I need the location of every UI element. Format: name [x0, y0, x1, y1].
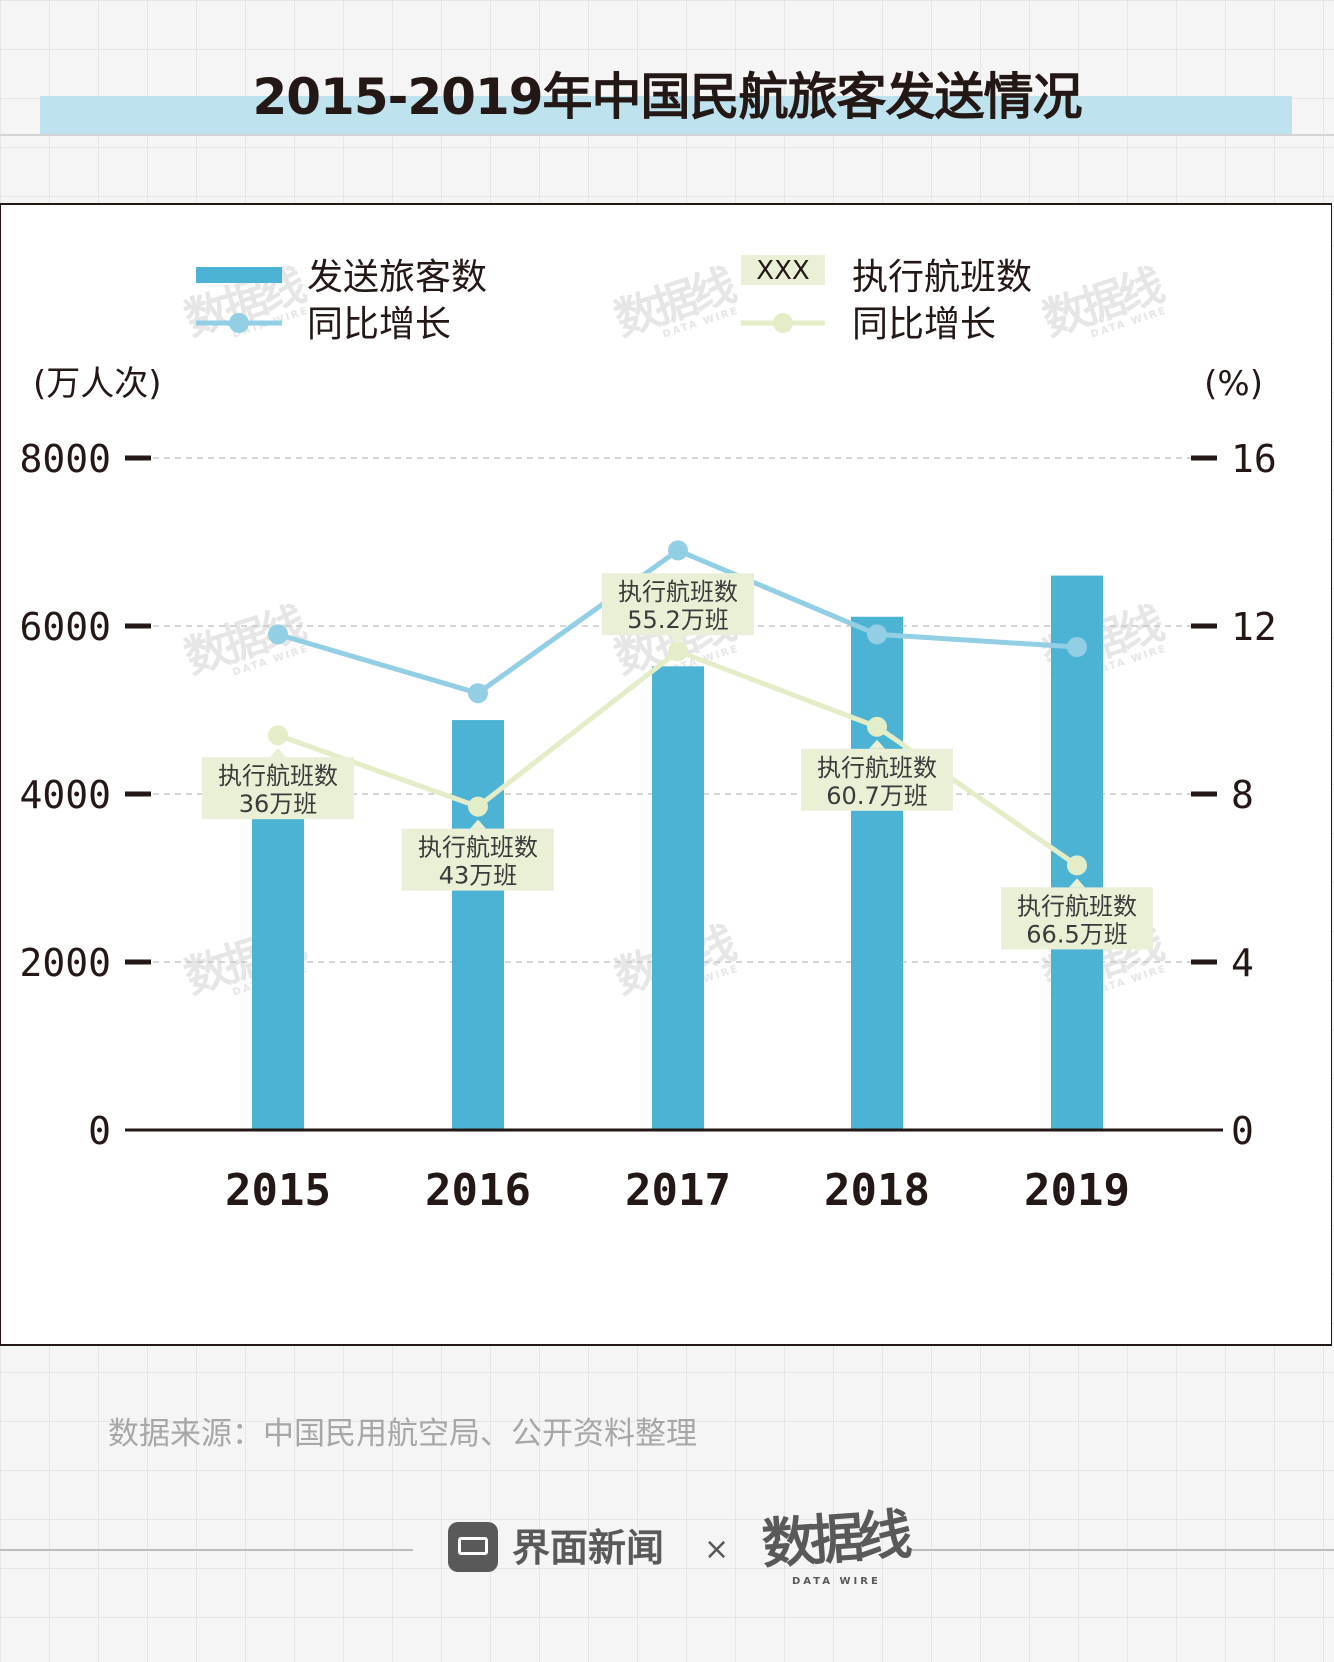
flight-label-value: 66.5万班	[1026, 920, 1127, 948]
flight-label-title: 执行航班数	[418, 834, 538, 862]
chart-title: 2015-2019年中国民航旅客发送情况	[252, 68, 1082, 126]
passenger-growth-point-2016	[468, 683, 488, 704]
legend-passenger-growth: 同比增长	[307, 304, 451, 345]
passenger-growth-point-2019	[1067, 637, 1087, 657]
flight-growth-point-2016	[468, 796, 488, 817]
right-tick-label: 16	[1231, 437, 1277, 481]
flight-label-box	[602, 573, 754, 636]
right-tick-label: 8	[1231, 773, 1254, 817]
flight-label-title: 执行航班数	[817, 754, 937, 782]
right-tick-label: 12	[1231, 605, 1277, 649]
flight-growth-point-2015	[268, 725, 288, 746]
flight-label-box	[202, 757, 354, 820]
legend-bar-swatch	[196, 267, 282, 283]
legend-flight-label-swatch	[741, 255, 825, 285]
bar-2016	[452, 720, 504, 1130]
title-rule	[0, 134, 1334, 136]
partner-logo: 数据线	[759, 1503, 908, 1576]
label-pointer	[470, 819, 486, 829]
x-tick-label: 2016	[425, 1165, 531, 1216]
right-tick-label: 4	[1231, 941, 1254, 985]
left-tick-label: 0	[88, 1109, 111, 1153]
passenger-growth-point-2017	[668, 540, 688, 561]
chart-panel: 数据线 DATA WIRE 数据线 DATA WIRE 数据线 DATA WIRE 数…	[0, 203, 1332, 1346]
right-axis-unit: (%)	[1204, 364, 1263, 404]
footer-rule-left	[0, 1549, 413, 1551]
label-pointer	[270, 748, 286, 758]
bar-2015	[252, 763, 304, 1130]
left-axis-unit: (万人次)	[33, 364, 162, 404]
x-tick-label: 2015	[225, 1165, 331, 1216]
left-tick-label: 8000	[19, 437, 111, 481]
legend-passengers: 发送旅客数	[307, 257, 487, 298]
flight-label-title: 执行航班数	[1017, 892, 1137, 920]
label-pointer	[670, 635, 686, 645]
passenger-growth-point-2018	[867, 624, 887, 645]
flight-label-box	[402, 828, 554, 891]
bar-2017	[652, 666, 704, 1130]
flight-label-box	[1001, 887, 1153, 950]
flight-label-value: 55.2万班	[627, 606, 728, 634]
label-pointer	[1069, 878, 1085, 888]
x-tick-labels: 2015 2016 2017 2018 2019	[225, 1165, 1130, 1216]
brand-separator: ×	[704, 1532, 730, 1567]
flight-growth-point-2019	[1067, 855, 1087, 876]
passenger-growth-point-2015	[268, 624, 288, 645]
title-highlight-band	[40, 96, 1292, 134]
footer-rule-right	[911, 1549, 1334, 1551]
legend-flight-growth: 同比增长	[852, 304, 996, 345]
x-tick-label: 2019	[1024, 1165, 1130, 1216]
flight-growth-point-2017	[668, 641, 688, 662]
legend-flights: 执行航班数	[852, 257, 1032, 298]
bar-2018	[851, 616, 903, 1130]
bars	[252, 575, 1103, 1130]
flight-label-box	[801, 748, 953, 811]
source-note: 数据来源：中国民用航空局、公开资料整理	[108, 1416, 697, 1452]
flight-growth-point-2018	[867, 716, 887, 737]
flight-label-value: 43万班	[439, 862, 518, 890]
left-tick-label: 6000	[19, 605, 111, 649]
x-tick-label: 2018	[824, 1165, 930, 1216]
flight-labels: 执行航班数36万班执行航班数43万班执行航班数55.2万班执行航班数60.7万班…	[202, 573, 1153, 950]
legend-passenger-marker	[229, 313, 249, 333]
flight-label-title: 执行航班数	[618, 578, 738, 606]
left-tick-label: 2000	[19, 941, 111, 985]
flight-label-title: 执行航班数	[218, 762, 338, 790]
legend-flight-marker	[773, 313, 793, 333]
right-tick-label: 0	[1231, 1109, 1254, 1153]
flight-label-value: 36万班	[239, 790, 318, 818]
chart-svg: 发送旅客数 同比增长 XXX 执行航班数 同比增长 (万人次) (%) 0 0 20…	[19, 255, 1277, 1216]
brand-name: 界面新闻	[512, 1526, 665, 1570]
left-tick-label: 4000	[19, 773, 111, 817]
brand-logo-icon	[448, 1522, 498, 1572]
axis-ticks: 0 0 2000 4 4000 8 6000 12 8000 16	[19, 437, 1276, 1153]
flight-label-value: 60.7万班	[826, 782, 927, 810]
label-pointer	[869, 739, 885, 749]
x-tick-label: 2017	[625, 1165, 731, 1216]
partner-logo-sub: DATA WIRE	[792, 1576, 881, 1587]
legend-flight-sample: XXX	[756, 256, 809, 286]
